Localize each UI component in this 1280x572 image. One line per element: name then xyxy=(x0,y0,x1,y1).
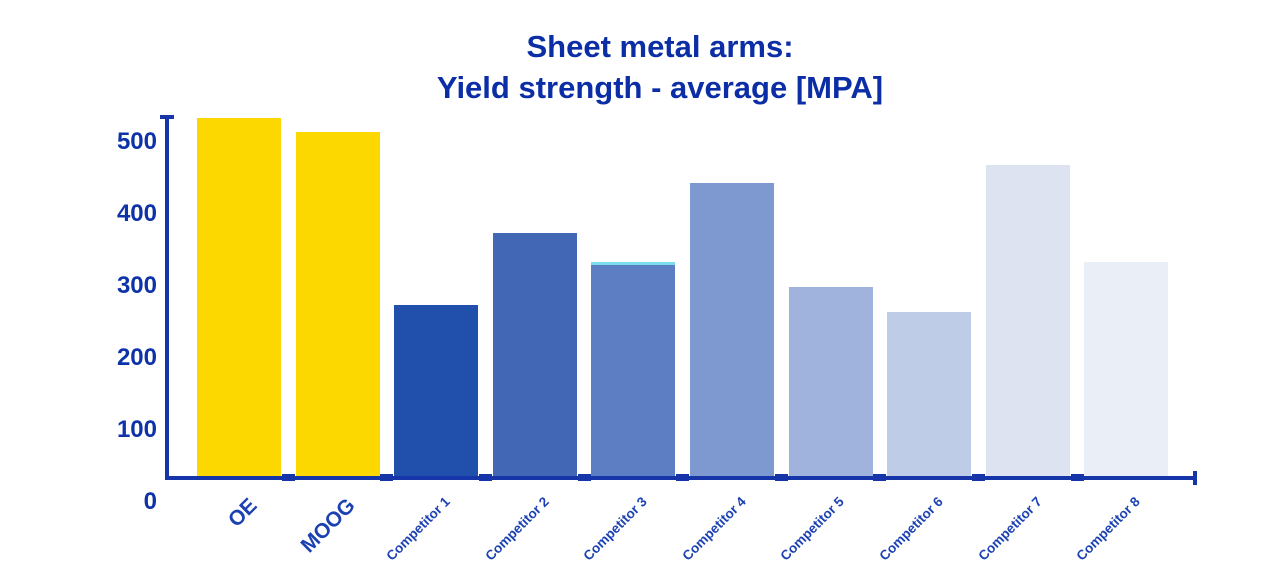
x-label-competitor-2: Competitor 2 xyxy=(481,494,552,564)
x-label-competitor-5: Competitor 5 xyxy=(777,494,848,564)
bar-moog xyxy=(295,132,380,479)
bar-top-accent xyxy=(591,262,676,265)
y-tick-label-400: 400 xyxy=(116,200,157,227)
x-axis-tick xyxy=(577,474,591,481)
x-label-competitor-3: Competitor 3 xyxy=(580,494,651,564)
chart-title-line2: Yield strength - average [MPA] xyxy=(436,70,884,105)
y-axis-top-cap xyxy=(160,115,174,119)
x-label-competitor-4: Competitor 4 xyxy=(679,494,749,564)
x-axis-tick xyxy=(281,474,295,481)
x-label-competitor-1: Competitor 1 xyxy=(383,494,453,564)
y-tick-label-100: 100 xyxy=(116,416,157,443)
bar-oe xyxy=(197,118,281,479)
x-axis-tick xyxy=(380,474,394,481)
x-label-competitor-8: Competitor 8 xyxy=(1073,494,1144,564)
y-tick-label-300: 300 xyxy=(116,272,157,299)
bar-competitor-8 xyxy=(1084,262,1169,479)
x-label-moog: MOOG xyxy=(296,494,360,558)
x-axis-tick xyxy=(479,474,492,481)
x-axis-tick xyxy=(972,474,985,481)
x-axis-tick xyxy=(774,474,788,481)
x-axis-tick xyxy=(676,474,690,481)
y-tick-label-500: 500 xyxy=(116,128,157,155)
x-label-competitor-6: Competitor 6 xyxy=(876,494,946,564)
y-tick-label-200: 200 xyxy=(116,344,157,371)
x-axis-end-cap xyxy=(1193,471,1197,485)
bar-competitor-6 xyxy=(887,312,972,479)
y-tick-label-0: 0 xyxy=(143,488,157,515)
chart-title: Sheet metal arms: Yield strength - avera… xyxy=(360,26,960,108)
y-axis-line xyxy=(165,115,169,480)
bar-competitor-2 xyxy=(492,233,577,479)
x-label-competitor-7: Competitor 7 xyxy=(974,494,1045,564)
x-axis-tick xyxy=(873,474,887,481)
x-label-oe: OE xyxy=(223,494,262,532)
bar-competitor-7 xyxy=(985,164,1070,479)
chart-title-line1: Sheet metal arms: xyxy=(526,29,794,64)
bar-competitor-5 xyxy=(788,287,873,479)
bar-competitor-1 xyxy=(394,305,479,479)
x-axis-tick xyxy=(1070,474,1084,481)
bar-competitor-4 xyxy=(690,182,774,479)
bar-competitor-3 xyxy=(591,262,676,479)
